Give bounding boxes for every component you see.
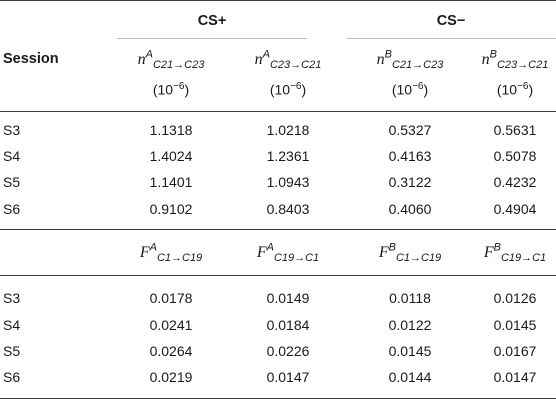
subheader-rule (0, 275, 556, 276)
table-cell: 0.0118 (389, 290, 431, 306)
table-cell: 0.0226 (266, 343, 310, 359)
group-header-cs-plus: CS+ (197, 13, 227, 29)
column-unit: (10−6) (391, 81, 429, 98)
table-cell: 0.0145 (493, 317, 537, 333)
table-cell: 0.5631 (493, 122, 537, 138)
session-header: Session (3, 51, 59, 67)
table-cell: 0.5078 (493, 148, 537, 164)
column-header: FBC1→C19 (378, 241, 442, 265)
column-unit: (10−6) (496, 81, 534, 98)
column-header: FBC19→C1 (483, 241, 547, 265)
table-cell: 0.0122 (388, 317, 432, 333)
table-cell: 1.1401 (149, 174, 193, 190)
table-cell: 0.3122 (388, 174, 432, 190)
table-cell: 0.5327 (388, 122, 432, 138)
cs-plus-underline (117, 38, 307, 39)
table-row-label: S4 (3, 317, 21, 333)
table-row-label: S3 (3, 122, 21, 138)
bottom-rule (0, 398, 556, 399)
column-header: FAC1→C19 (139, 241, 203, 265)
table-row-label: S6 (3, 369, 21, 385)
column-unit: (10−6) (152, 81, 190, 98)
group-header-cs-minus: CS− (436, 13, 466, 29)
column-header: nBC21→C23 (376, 48, 444, 72)
table-cell: 0.8403 (266, 201, 310, 217)
table-cell: 0.0147 (266, 369, 310, 385)
column-header: nBC23→C21 (481, 48, 549, 72)
table-row-label: S6 (3, 201, 21, 217)
table-cell: 0.0184 (266, 317, 310, 333)
table-cell: 0.0167 (493, 343, 537, 359)
column-header: nAC21→C23 (137, 48, 205, 72)
section-rule (0, 229, 556, 230)
table-cell: 1.0218 (266, 122, 310, 138)
table-cell: 0.0144 (388, 369, 432, 385)
table-cell: 1.0943 (266, 174, 310, 190)
column-header: nAC23→C21 (254, 48, 322, 72)
table-cell: 0.0149 (266, 290, 310, 306)
column-header: FAC19→C1 (256, 241, 320, 265)
table-cell: 1.2361 (266, 148, 310, 164)
top-rule (0, 0, 556, 1)
table-cell: 0.4163 (388, 148, 432, 164)
table-cell: 0.4904 (493, 201, 537, 217)
cs-minus-underline (347, 38, 556, 39)
table-cell: 0.9102 (149, 201, 193, 217)
column-unit: (10−6) (269, 81, 307, 98)
table-row-label: S4 (3, 148, 21, 164)
table-cell: 0.0241 (149, 317, 193, 333)
table-cell: 0.0264 (149, 343, 193, 359)
table-cell: 0.0145 (388, 343, 432, 359)
table-row-label: S5 (3, 343, 21, 359)
table-cell: 0.4232 (493, 174, 537, 190)
table-row-label: S3 (3, 290, 21, 306)
table-cell: 0.0219 (149, 369, 193, 385)
table-cell: 0.0126 (493, 290, 537, 306)
table-cell: 0.0147 (493, 369, 537, 385)
table-cell: 0.0178 (149, 290, 193, 306)
table-row-label: S5 (3, 174, 21, 190)
table-cell: 1.4024 (149, 148, 193, 164)
header-rule (0, 111, 556, 112)
table-cell: 0.4060 (388, 201, 432, 217)
table-cell: 1.1318 (149, 122, 193, 138)
